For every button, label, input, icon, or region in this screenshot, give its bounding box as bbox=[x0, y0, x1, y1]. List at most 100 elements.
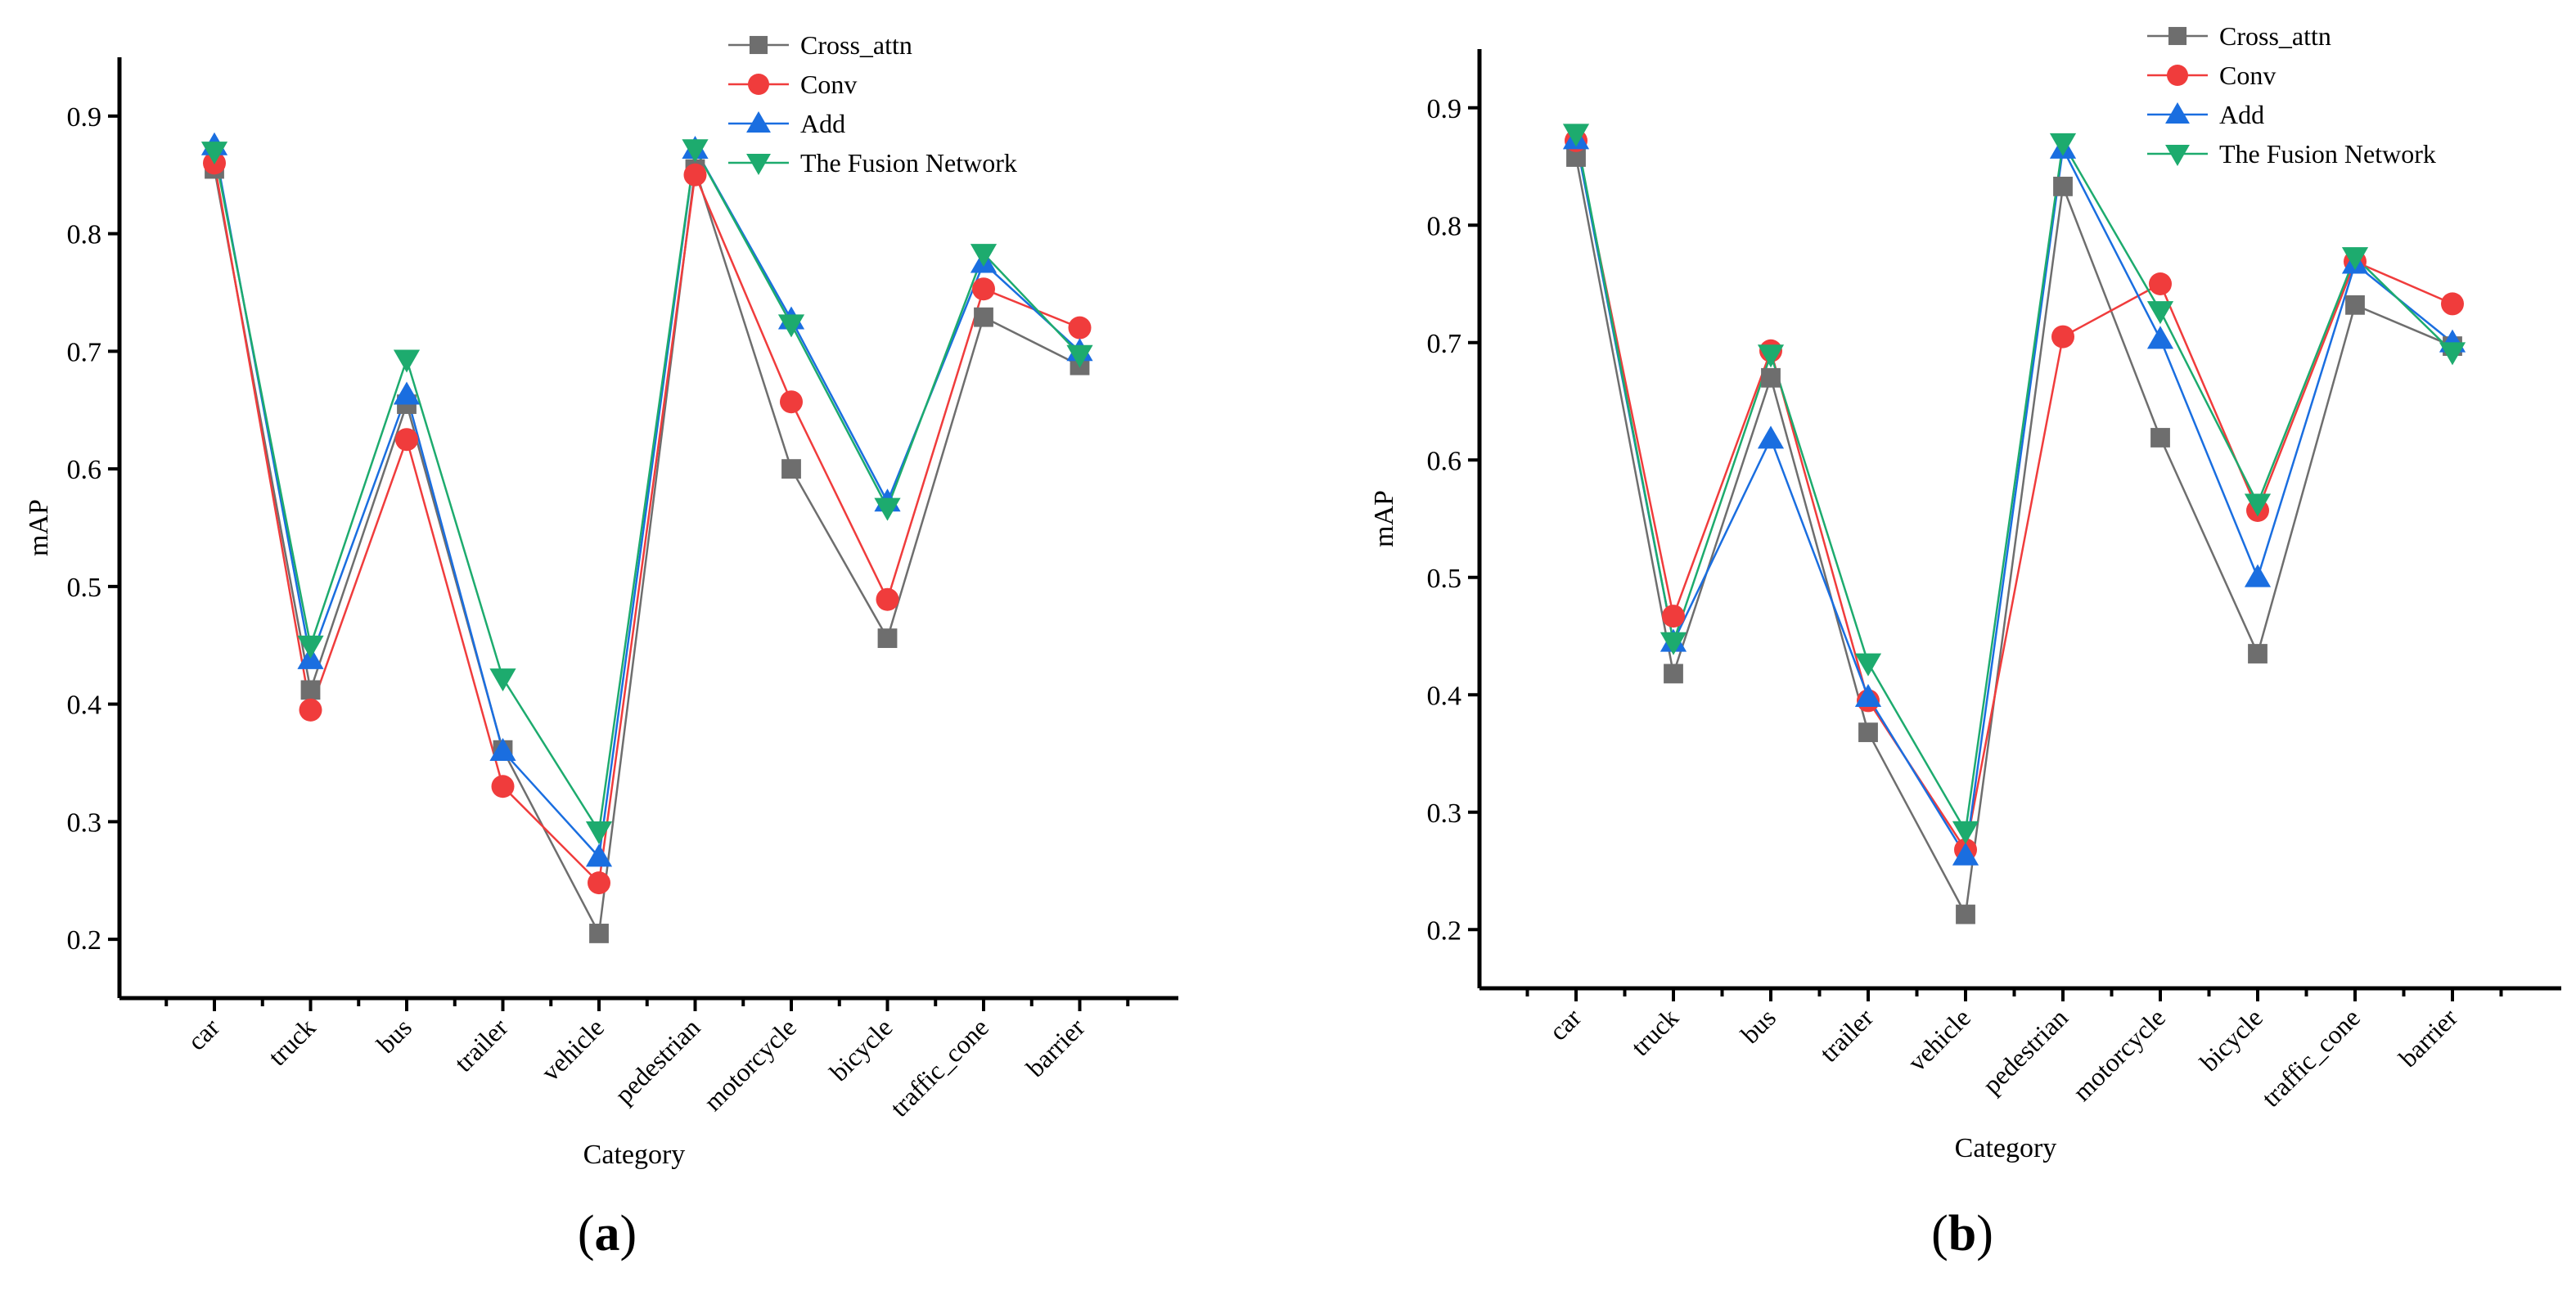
y-tick-label: 0.4 bbox=[1427, 681, 1462, 711]
data-point-the-fusion-network bbox=[393, 349, 421, 373]
legend-marker-conv bbox=[2167, 65, 2188, 86]
y-tick-label: 0.9 bbox=[67, 102, 102, 133]
data-point-cross-attn bbox=[2248, 644, 2268, 663]
y-tick-label: 0.8 bbox=[1427, 211, 1462, 241]
legend-marker-add bbox=[746, 111, 771, 133]
x-tick-label: motorcycle bbox=[698, 1012, 802, 1116]
x-tick-label: vehicle bbox=[535, 1012, 610, 1086]
series-line-add bbox=[1574, 139, 2453, 859]
data-point-conv bbox=[780, 390, 803, 414]
data-point-the-fusion-network bbox=[2341, 247, 2369, 271]
y-tick-label: 0.4 bbox=[67, 690, 102, 721]
x-tick-label: car bbox=[1543, 1002, 1587, 1046]
x-tick-label: barrier bbox=[2393, 1002, 2463, 1073]
legend-label-add: Add bbox=[800, 109, 845, 138]
data-point-cross-attn bbox=[1858, 722, 1878, 743]
series-line-conv bbox=[1574, 140, 2453, 852]
data-point-conv bbox=[972, 277, 995, 301]
data-point-the-fusion-network bbox=[2244, 493, 2272, 517]
legend-marker-cross-attn bbox=[2168, 26, 2187, 46]
legend-marker-cross-attn bbox=[749, 35, 768, 55]
x-ticks-b: car truck bus trailer vehicle pedestrianmotor… bbox=[1525, 988, 2503, 1113]
y-tick-label: 0.3 bbox=[1427, 798, 1462, 829]
y-tick-label: 0.6 bbox=[1427, 446, 1462, 476]
x-axis-label-a: Category bbox=[583, 1140, 686, 1170]
data-point-the-fusion-network bbox=[777, 314, 805, 338]
y-tick-label: 0.2 bbox=[67, 925, 102, 956]
data-point-the-fusion-network bbox=[585, 821, 613, 844]
data-point-the-fusion-network bbox=[2439, 342, 2466, 366]
series-markers-b bbox=[1562, 124, 2466, 924]
x-tick-label: barrier bbox=[1020, 1012, 1091, 1082]
x-tick-label: motorcycle bbox=[2067, 1002, 2171, 1106]
data-point-conv bbox=[588, 871, 610, 895]
x-axis-label-b: Category bbox=[1955, 1133, 2057, 1163]
x-tick-label: trailer bbox=[1813, 1002, 1879, 1068]
data-point-cross-attn bbox=[1956, 904, 1975, 924]
legend-label-conv: Conv bbox=[800, 70, 857, 99]
panel-letter-a: a bbox=[595, 1206, 620, 1262]
data-point-cross-attn bbox=[1566, 147, 1586, 167]
series-line-conv bbox=[213, 163, 1080, 885]
data-point-the-fusion-network bbox=[682, 139, 709, 163]
data-point-the-fusion-network bbox=[297, 635, 324, 659]
legend-label-conv: Conv bbox=[2219, 61, 2276, 90]
series-lines-a bbox=[213, 145, 1081, 938]
data-point-conv bbox=[491, 775, 515, 798]
legend-label-cross-attn: Cross_attn bbox=[2219, 21, 2331, 51]
series-line-the-fusion-network bbox=[213, 146, 1081, 834]
data-point-conv bbox=[2149, 272, 2172, 295]
y-tick-label: 0.5 bbox=[67, 573, 102, 603]
y-tick-label: 0.8 bbox=[67, 220, 102, 250]
data-point-conv bbox=[1068, 316, 1092, 340]
y-axis-label-a: mAP bbox=[24, 499, 54, 556]
data-point-conv bbox=[876, 587, 899, 611]
legend-marker-add bbox=[2165, 102, 2190, 124]
data-point-conv bbox=[1662, 605, 1685, 628]
series-line-cross-attn bbox=[213, 169, 1081, 938]
data-point-conv bbox=[2051, 325, 2074, 349]
x-tick-label: traffic_cone bbox=[885, 1012, 994, 1122]
data-point-the-fusion-network bbox=[970, 244, 998, 268]
x-tick-label: truck bbox=[263, 1012, 322, 1071]
x-tick-label: truck bbox=[1625, 1002, 1684, 1061]
data-point-cross-attn bbox=[974, 307, 993, 327]
legend-marker-the-fusion-network bbox=[2165, 144, 2190, 166]
series-line-add bbox=[213, 145, 1081, 860]
x-tick-label: pedestrian bbox=[609, 1012, 705, 1109]
data-point-cross-attn bbox=[1761, 367, 1781, 388]
data-point-the-fusion-network bbox=[1066, 344, 1093, 368]
y-tick-label: 0.9 bbox=[1427, 94, 1462, 124]
data-point-conv bbox=[395, 428, 418, 452]
x-tick-label: bus bbox=[371, 1012, 417, 1059]
x-tick-label: pedestrian bbox=[1977, 1002, 2074, 1099]
data-point-cross-attn bbox=[300, 680, 321, 700]
x-ticks-a: car truck bus trailer vehicle pedestrianmotor… bbox=[164, 998, 1130, 1122]
data-point-the-fusion-network bbox=[489, 668, 516, 692]
legend-b: Cross_attn Conv Add The Fusion Network bbox=[2147, 21, 2436, 169]
data-point-conv bbox=[683, 163, 707, 187]
legend-label-the-fusion-network: The Fusion Network bbox=[2219, 139, 2436, 169]
x-tick-label: bicycle bbox=[2194, 1002, 2268, 1077]
x-tick-label: bicycle bbox=[824, 1012, 898, 1086]
data-point-add bbox=[489, 738, 516, 762]
x-tick-label: car bbox=[182, 1012, 225, 1055]
y-tick-label: 0.7 bbox=[1427, 329, 1462, 359]
data-point-cross-attn bbox=[877, 628, 898, 649]
data-point-add bbox=[2146, 326, 2174, 349]
panel-label-a: (a) bbox=[578, 1206, 637, 1262]
series-line-the-fusion-network bbox=[1574, 133, 2453, 834]
legend-label-the-fusion-network: The Fusion Network bbox=[800, 148, 1017, 178]
series-lines-b bbox=[1574, 133, 2453, 918]
data-point-cross-attn bbox=[589, 924, 609, 943]
y-tick-label: 0.6 bbox=[67, 455, 102, 485]
x-tick-label: traffic_cone bbox=[2256, 1002, 2366, 1112]
data-point-the-fusion-network bbox=[874, 497, 901, 521]
y-tick-label: 0.3 bbox=[67, 807, 102, 838]
y-tick-label: 0.5 bbox=[1427, 564, 1462, 594]
data-point-the-fusion-network bbox=[1854, 653, 1882, 677]
legend-label-cross-attn: Cross_attn bbox=[800, 30, 912, 60]
y-axis-label-b: mAP bbox=[1369, 490, 1399, 547]
data-point-add bbox=[1854, 684, 1882, 708]
